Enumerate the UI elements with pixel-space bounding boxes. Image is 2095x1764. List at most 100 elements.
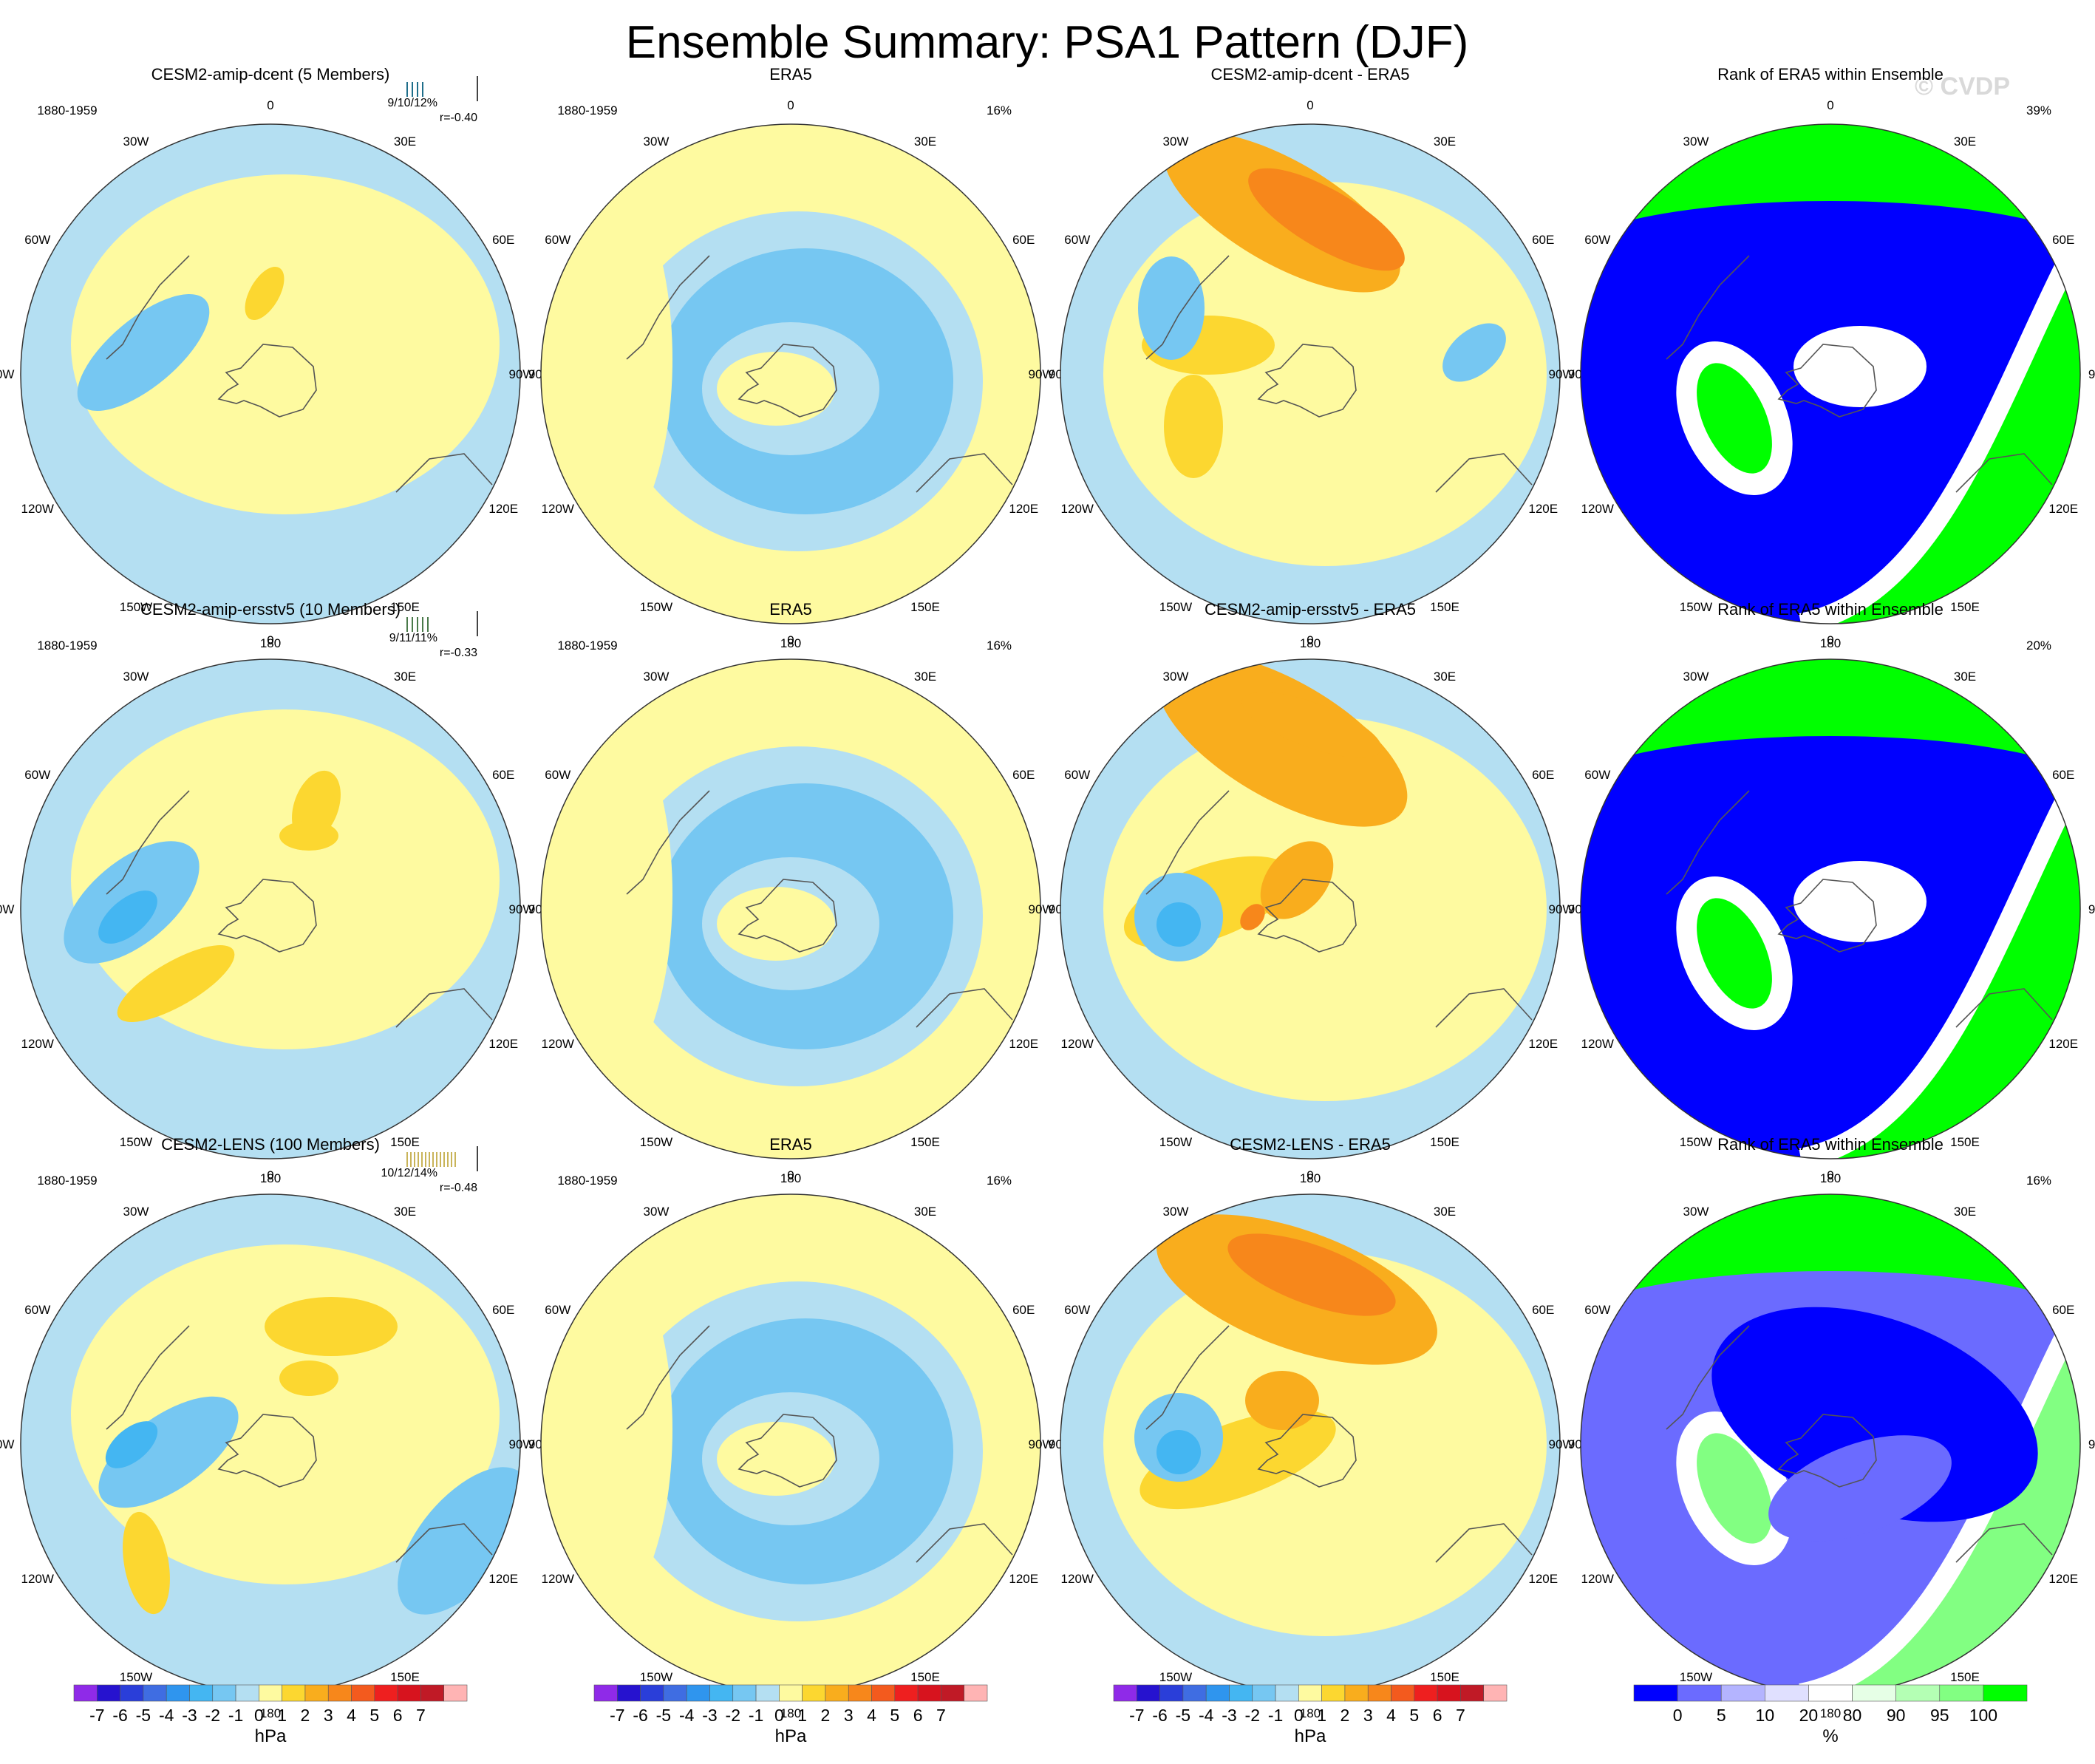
colorbar-swatch [894,1684,919,1702]
longitude-label: 30E [1434,134,1456,149]
longitude-label: 120W [542,502,574,516]
longitude-label: 60W [1584,1303,1610,1317]
map-fill [21,1194,520,1694]
longitude-label: 30E [914,670,936,684]
colorbar-swatch [1808,1684,1853,1702]
longitude-label: 120W [1581,1037,1614,1051]
longitude-label: 0 [787,98,794,112]
antarctica-coastline [1777,1414,1877,1488]
longitude-label: 60E [1012,768,1035,782]
colorbar-swatch [1391,1684,1415,1702]
anomaly-contour [105,1421,158,1468]
longitude-label: 150E [1950,600,1980,614]
longitude-label: 120W [542,1572,574,1586]
colorbar-swatch [1460,1684,1485,1702]
colorbar-swatch [964,1684,988,1702]
panel-title: ERA5 [769,600,811,619]
colorbar-tick: 6 [913,1706,923,1725]
anomaly-contour [77,293,210,412]
longitude-label: 30E [914,134,936,149]
longitude-label: 150W [120,1135,152,1149]
longitude-label: 120E [1009,1572,1038,1586]
longitude-label: 0 [1307,633,1313,647]
south-america-coastline [626,255,710,360]
colorbar-swatch [1367,1684,1391,1702]
map-panel-ensemble-row2: 030E60E90E120E150E180150W120W90W60W30WCE… [0,600,551,1185]
longitude-label: 60E [1012,1303,1035,1317]
anomaly-contour [1241,692,1382,758]
south-america-coastline [1666,255,1750,360]
colorbar-swatch [1633,1684,1678,1702]
longitude-label: 180 [780,1171,801,1185]
longitude-label: 60E [2052,768,2074,782]
colorbar-swatch [143,1684,167,1702]
percent-variance-label: 16% [987,638,1012,653]
antarctica-coastline [217,1414,317,1488]
map-panel-ensemble-row1: 030E60E90E120E150E180150W120W90W60W30WCE… [0,65,551,650]
colorbar-tick: -6 [1152,1706,1167,1725]
map-panel-obs-row1: 030E60E90E120E150E180150W120W90W60W30WER… [509,65,1072,650]
map-fill [1581,1194,2080,1694]
colorbar-tick: 5 [890,1706,899,1725]
south-america-coastline [106,255,190,360]
anomaly-contour [279,821,338,851]
colorbar-swatch [351,1684,375,1702]
longitude-label: 30E [1434,1205,1456,1219]
period-label: 1880-1959 [37,1174,97,1188]
pct-variance-stats: 10/12/14% [381,1167,437,1179]
pct-variance-stats: 9/11/11% [389,632,437,644]
percent-variance-label: 20% [2026,638,2051,653]
longitude-label: 0 [787,1168,794,1182]
longitude-label: 150E [390,600,420,614]
longitude-label: 60W [24,1303,50,1317]
longitude-label: 150W [1159,1135,1192,1149]
longitude-label: 120W [1581,1572,1614,1586]
colorbar-tick: 1 [1317,1706,1326,1725]
longitude-label: 60E [1532,1303,1554,1317]
anomaly-contour [98,1396,239,1508]
rank-patch-antarctic [1793,861,1927,942]
panel-title: Rank of ERA5 within Ensemble [1717,65,1944,84]
colorbar-swatch [1983,1684,2028,1702]
rank-band-right [1801,1307,2080,1694]
anomaly-colorbar-2: -7 -6 -5 -4 -3 -2 -1 0 1 2 3 4 5 6 7 hPa [593,1684,988,1746]
australia-coastline [395,988,493,1028]
map-boundary [540,658,1041,1159]
longitude-label: 150E [1430,1135,1459,1149]
colorbar-swatch [1298,1684,1322,1702]
australia-coastline [1435,453,1533,493]
colorbar-tick: 7 [416,1706,426,1725]
rank-patch-mid [1768,1435,1952,1542]
longitude-label: 0 [1307,1168,1313,1182]
longitude-label: 180 [260,1706,281,1720]
panel-title: ERA5 [769,1135,811,1154]
period-label: 1880-1959 [557,103,617,118]
map-panel-diff-row2: 030E60E90E120E150E180150W120W90W60W30WCE… [1029,600,1591,1185]
map-boundary [1580,123,2081,624]
colorbar-swatch [397,1684,421,1702]
longitude-label: 180 [260,636,281,650]
south-america-coastline [106,790,190,895]
longitude-label: 0 [1307,98,1313,112]
longitude-label: 120E [2048,1037,2078,1051]
colorbar-swatch [709,1684,734,1702]
longitude-label: 180 [780,1706,801,1720]
cvdp-watermark: © CVDP [1915,72,2010,101]
antarctica-coastline [1257,1414,1357,1488]
colorbar-tick: -3 [182,1706,197,1725]
rank-colorbar: 0 5 10 20 80 90 95 100% [1633,1684,2028,1746]
australia-coastline [916,453,1013,493]
rank-band-white [1799,766,2080,1159]
longitude-label: 150W [1680,1670,1712,1684]
longitude-label: 60E [1532,233,1554,247]
map-panel-rank-row3: 0 30E 60E 90E 120E 150E 180 150W 120W 90W 60W 30W Ra… [1549,1135,2095,1720]
colorbar-tick: -1 [1268,1706,1283,1725]
australia-coastline [395,453,493,493]
anomaly-contour-main [71,174,500,514]
longitude-label: 30E [1434,670,1456,684]
longitude-label: 60W [1064,768,1090,782]
longitude-label: 90E [2088,902,2095,916]
colorbar-tick: 3 [324,1706,333,1725]
longitude-label: 30E [914,1205,936,1219]
colorbar-tick: 7 [936,1706,946,1725]
